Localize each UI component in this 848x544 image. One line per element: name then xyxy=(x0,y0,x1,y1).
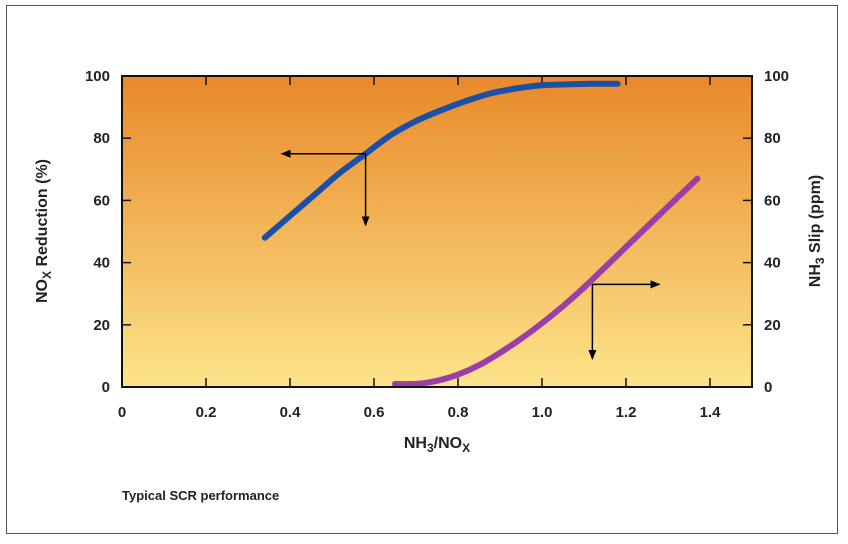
x-tick-label: 0.2 xyxy=(196,404,217,421)
x-axis-title: NH3/NOX xyxy=(404,435,470,455)
y-right-tick-label: 100 xyxy=(764,68,789,85)
x-tick-label: 1.0 xyxy=(532,404,553,421)
y-axis-right-title: NH3 Slip (ppm) xyxy=(807,175,827,287)
x-tick-label: 1.2 xyxy=(616,404,637,421)
x-tick-label: 0.8 xyxy=(448,404,469,421)
y-left-tick-label: 100 xyxy=(85,68,110,85)
y-left-tick-label: 0 xyxy=(102,379,110,396)
y-right-tick-label: 0 xyxy=(764,379,772,396)
nh3-slip-line xyxy=(392,175,701,388)
x-tick-label: 1.4 xyxy=(700,404,722,421)
x-tick-label: 0 xyxy=(118,404,126,421)
y-right-tick-label: 80 xyxy=(764,130,781,147)
y-right-tick-label: 60 xyxy=(764,192,781,209)
y-right-tick-label: 20 xyxy=(764,317,781,334)
plot-border xyxy=(121,75,753,388)
y-axis-left-title: NOX Reduction (%) xyxy=(34,159,54,303)
y-left-tick-label: 40 xyxy=(93,255,110,272)
x-tick-label: 0.6 xyxy=(364,404,385,421)
figure-caption: Typical SCR performance xyxy=(122,488,280,503)
plot-background xyxy=(122,76,752,387)
y-left-tick-label: 60 xyxy=(93,192,110,209)
y-left-tick-label: 20 xyxy=(93,317,110,334)
x-tick-label: 0.4 xyxy=(280,404,302,421)
nox-reduction-line xyxy=(261,80,621,241)
y-right-tick-label: 40 xyxy=(764,255,781,272)
y-left-tick-label: 80 xyxy=(93,130,110,147)
